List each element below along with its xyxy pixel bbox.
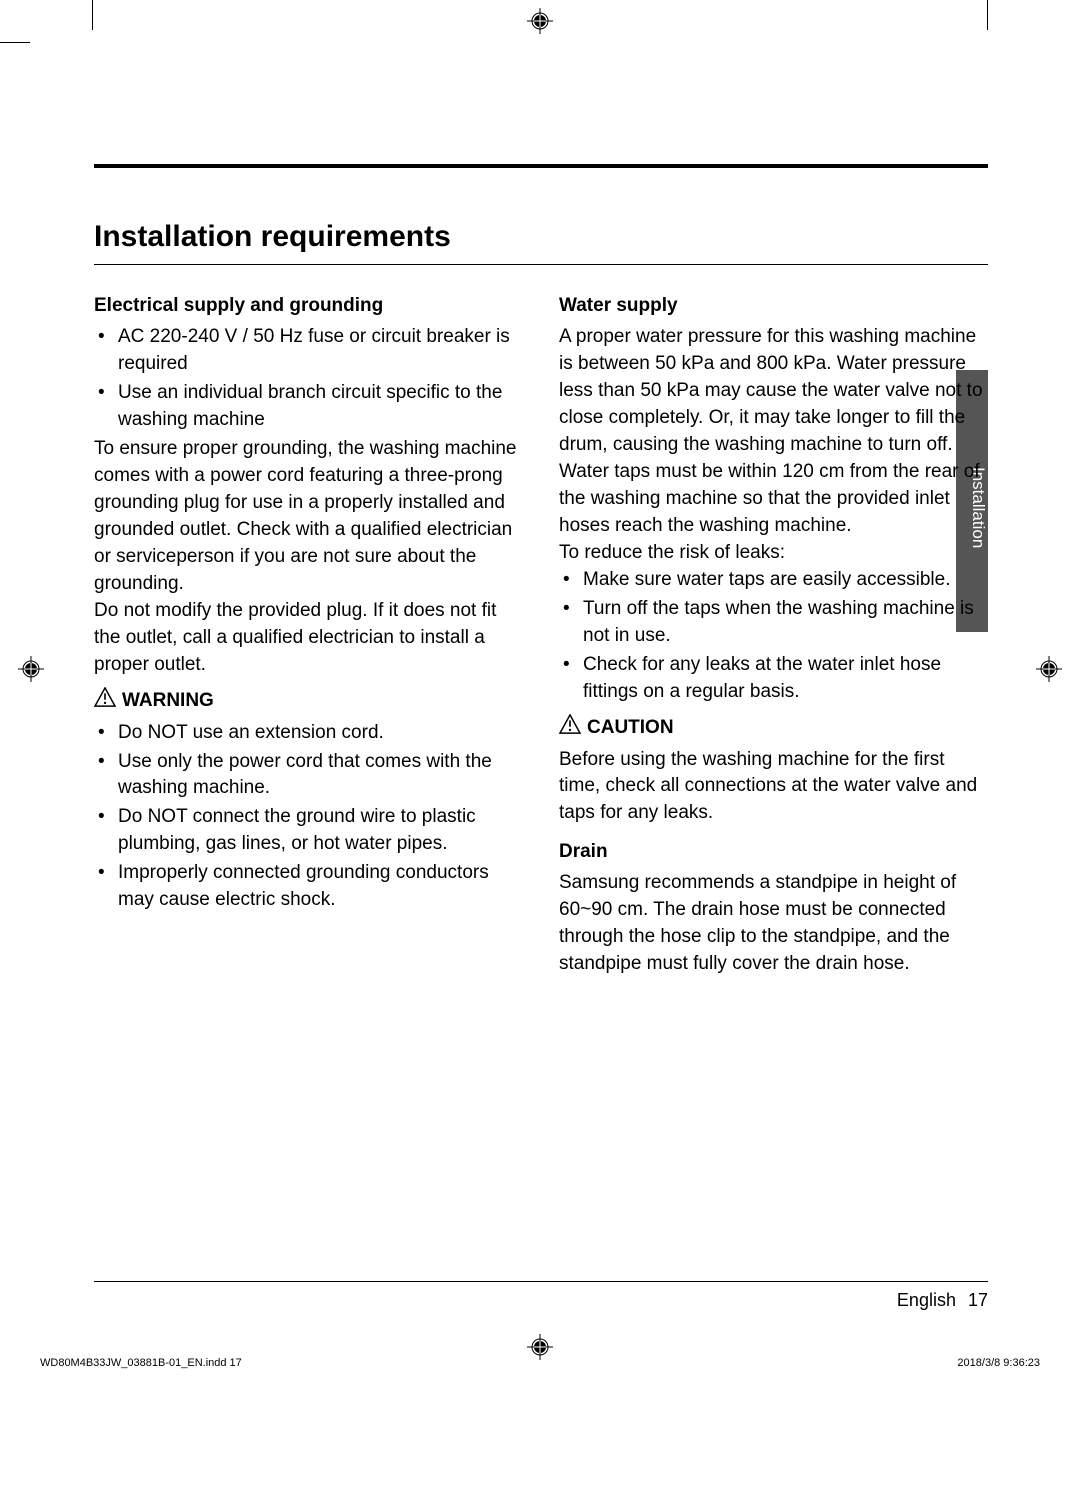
registration-mark-icon [18,656,44,682]
crop-mark [92,0,93,30]
water-list: Make sure water taps are easily accessib… [559,567,988,706]
heading-electrical: Electrical supply and grounding [94,293,523,320]
meta-timestamp: 2018/3/8 9:36:23 [957,1357,1040,1369]
left-column: Electrical supply and grounding AC 220-2… [94,293,523,978]
list-item: Turn off the taps when the washing machi… [559,596,988,650]
body-text: To ensure proper grounding, the washing … [94,436,523,598]
body-text: Samsung recommends a standpipe in height… [559,870,988,978]
body-text: Before using the washing machine for the… [559,747,988,828]
caution-icon [559,714,581,743]
page-footer: English 17 [94,1281,988,1311]
body-text: Do not modify the provided plug. If it d… [94,598,523,679]
body-text: To reduce the risk of leaks: [559,540,988,567]
list-item: Use an individual branch circuit specifi… [94,380,523,434]
list-item: Make sure water taps are easily accessib… [559,567,988,594]
warning-list: Do NOT use an extension cord. Use only t… [94,720,523,915]
warning-icon [94,687,116,716]
registration-mark-icon [527,8,553,34]
list-item: Check for any leaks at the water inlet h… [559,652,988,706]
top-rule [94,164,988,168]
meta-filename: WD80M4B33JW_03881B-01_EN.indd 17 [40,1357,242,1369]
caution-label: CAUTION [587,715,674,742]
list-item: Do NOT use an extension cord. [94,720,523,747]
body-text: A proper water pressure for this washing… [559,324,988,540]
footer-page-number: 17 [968,1290,988,1311]
page-content: Installation requirements Electrical sup… [94,164,988,978]
heading-drain: Drain [559,839,988,866]
warning-label: WARNING [122,688,214,715]
print-meta: WD80M4B33JW_03881B-01_EN.indd 17 2018/3/… [40,1357,1040,1369]
footer-language: English [897,1290,956,1311]
list-item: Use only the power cord that comes with … [94,749,523,803]
warning-heading: WARNING [94,687,523,716]
crop-mark [987,0,988,30]
section-title: Installation requirements [94,220,988,265]
right-column: Water supply A proper water pressure for… [559,293,988,978]
crop-mark [0,42,30,43]
electrical-list: AC 220-240 V / 50 Hz fuse or circuit bre… [94,324,523,434]
list-item: Improperly connected grounding conductor… [94,860,523,914]
caution-heading: CAUTION [559,714,988,743]
registration-mark-icon [1036,656,1062,682]
list-item: AC 220-240 V / 50 Hz fuse or circuit bre… [94,324,523,378]
heading-water: Water supply [559,293,988,320]
list-item: Do NOT connect the ground wire to plasti… [94,804,523,858]
